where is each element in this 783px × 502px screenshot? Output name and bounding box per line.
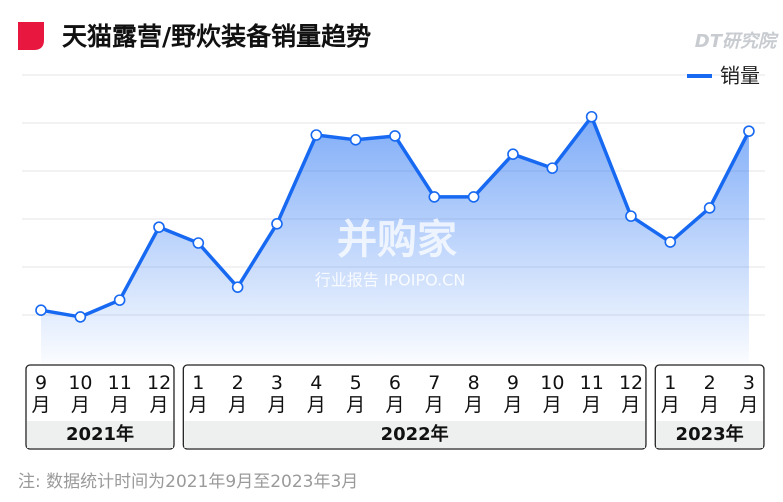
point: [546, 162, 559, 174]
x-tick-label: 2月: [228, 372, 248, 416]
point: [507, 148, 519, 160]
point: [467, 191, 480, 203]
logo: DT研究院: [695, 31, 779, 52]
point: [35, 304, 47, 317]
x-tick-label: 10月: [540, 372, 565, 416]
point: [428, 191, 441, 203]
x-tick-label: 10月: [68, 372, 93, 416]
legend-label: 销量: [720, 64, 760, 88]
point: [113, 294, 126, 306]
point: [585, 110, 598, 123]
x-tick-label: 11月: [579, 372, 604, 416]
point: [153, 221, 165, 233]
x-tick-label: 8月: [464, 372, 484, 416]
x-tick-label: 7月: [424, 372, 444, 416]
point: [389, 130, 401, 142]
x-group-label: 2023年: [676, 423, 744, 445]
point: [74, 311, 87, 323]
x-group-label: 2021年: [66, 423, 134, 445]
x-tick-label: 12月: [618, 372, 644, 416]
x-tick-label: 1月: [188, 372, 208, 416]
x-tick-label: 9月: [31, 372, 51, 416]
x-tick-label: 6月: [385, 372, 405, 416]
chart-title: 天猫露营/野炊装备销量趋势: [62, 22, 371, 51]
watermark: 并购家: [337, 217, 457, 263]
x-group-band: [27, 421, 173, 448]
x-tick-label: 5月: [346, 372, 366, 416]
point: [743, 125, 755, 137]
point: [192, 237, 205, 249]
x-tick-label: 9月: [503, 372, 523, 416]
title-icon: [18, 22, 44, 50]
watermark: 行业报告 IPOIPO.CN: [315, 271, 466, 290]
point: [703, 202, 716, 214]
x-group-label: 2022年: [381, 423, 449, 445]
x-tick-label: 2月: [700, 372, 720, 416]
point: [310, 129, 323, 141]
x-tick-label: 3月: [739, 372, 759, 416]
x-tick-label: 1月: [660, 372, 680, 416]
note: 注: 数据统计时间为2021年9月至2023年3月: [18, 472, 358, 492]
x-tick-label: 11月: [107, 372, 132, 416]
point: [271, 218, 283, 230]
x-group-band: [656, 421, 763, 448]
x-group-band: [184, 421, 645, 448]
point: [625, 210, 637, 222]
x-tick-label: 12月: [146, 372, 172, 416]
point: [664, 236, 677, 248]
area: [41, 116, 749, 363]
x-tick-label: 3月: [267, 372, 287, 416]
x-tick-label: 4月: [306, 372, 326, 416]
point: [231, 281, 244, 293]
point: [349, 134, 362, 146]
